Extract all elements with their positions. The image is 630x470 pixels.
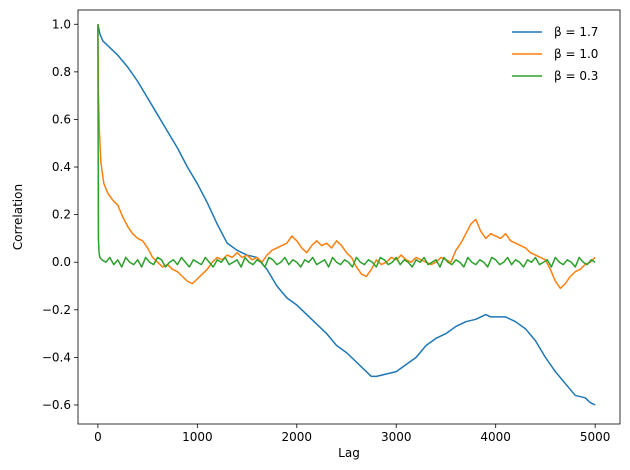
x-axis: 0 1000 2000 3000 4000 5000 [94,424,610,444]
x-tick-label: 0 [94,430,102,444]
series-line-0 [97,24,596,406]
axes-frame [77,9,621,425]
x-tick-label: 2000 [282,430,313,444]
x-tick-label: 4000 [480,430,511,444]
x-axis-label: Lag [338,446,360,460]
legend-label: β = 1.0 [554,47,598,61]
x-tick-label: 1000 [182,430,213,444]
legend: β = 1.7 β = 1.0 β = 0.3 [512,25,598,83]
y-tick-label: 0.2 [52,208,71,222]
y-tick-label: 1.0 [52,17,71,31]
y-axis: −0.6 −0.4 −0.2 0.0 0.2 0.4 0.6 0.8 1.0 [42,17,78,412]
x-tick-label: 5000 [580,430,611,444]
y-tick-label: 0.8 [52,65,71,79]
y-tick-label: −0.6 [42,398,71,412]
y-tick-label: 0.0 [52,255,71,269]
legend-label: β = 0.3 [554,69,598,83]
y-tick-label: 0.6 [52,112,71,126]
y-tick-label: −0.4 [42,350,71,364]
series-line-2 [97,24,596,268]
legend-label: β = 1.7 [554,25,598,39]
series-line-1 [97,24,596,290]
y-axis-label: Correlation [11,184,25,250]
y-tick-label: −0.2 [42,303,71,317]
y-tick-label: 0.4 [52,160,71,174]
x-tick-label: 3000 [381,430,412,444]
series-layer [97,24,596,406]
